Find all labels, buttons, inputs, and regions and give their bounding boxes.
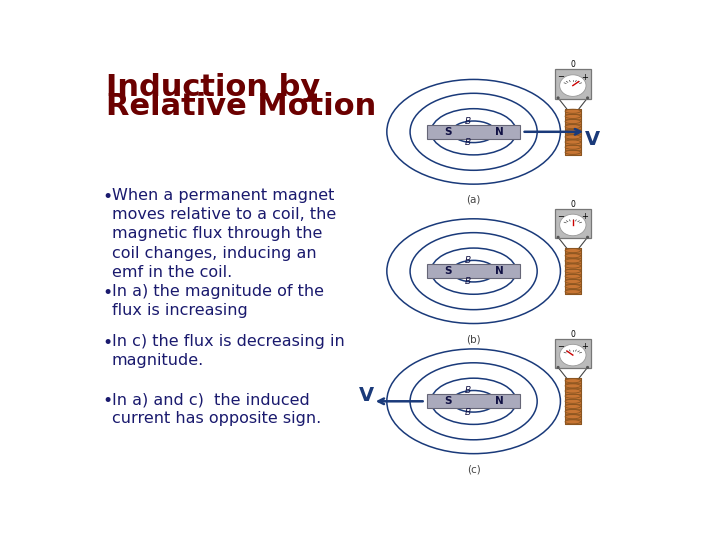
Ellipse shape bbox=[565, 384, 580, 388]
Ellipse shape bbox=[559, 214, 586, 236]
Text: 0: 0 bbox=[570, 60, 575, 70]
FancyBboxPatch shape bbox=[427, 394, 520, 408]
Text: B: B bbox=[464, 256, 470, 265]
Ellipse shape bbox=[565, 150, 580, 154]
Ellipse shape bbox=[565, 259, 580, 263]
Ellipse shape bbox=[565, 119, 580, 124]
Ellipse shape bbox=[565, 264, 580, 268]
Ellipse shape bbox=[565, 135, 580, 139]
FancyBboxPatch shape bbox=[427, 264, 520, 278]
Text: In a) the magnitude of the
flux is increasing: In a) the magnitude of the flux is incre… bbox=[112, 284, 324, 319]
Text: +: + bbox=[582, 342, 588, 351]
Text: •: • bbox=[102, 284, 112, 302]
Text: When a permanent magnet
moves relative to a coil, the
magnetic flux through the
: When a permanent magnet moves relative t… bbox=[112, 188, 336, 280]
Circle shape bbox=[557, 236, 559, 239]
Ellipse shape bbox=[565, 285, 580, 288]
Ellipse shape bbox=[565, 145, 580, 149]
Text: N: N bbox=[495, 127, 503, 137]
Text: B: B bbox=[464, 278, 470, 286]
Ellipse shape bbox=[565, 109, 580, 113]
Ellipse shape bbox=[565, 389, 580, 393]
FancyBboxPatch shape bbox=[565, 248, 580, 294]
Text: B: B bbox=[464, 386, 470, 395]
Ellipse shape bbox=[565, 415, 580, 419]
Text: −: − bbox=[557, 212, 564, 221]
Ellipse shape bbox=[565, 254, 580, 258]
Ellipse shape bbox=[565, 394, 580, 398]
Ellipse shape bbox=[565, 274, 580, 278]
Text: •: • bbox=[102, 392, 112, 410]
Text: 0: 0 bbox=[570, 200, 575, 209]
Text: N: N bbox=[495, 396, 503, 406]
Circle shape bbox=[557, 366, 559, 369]
FancyBboxPatch shape bbox=[565, 378, 580, 424]
Text: V: V bbox=[359, 386, 374, 404]
Ellipse shape bbox=[565, 399, 580, 403]
Circle shape bbox=[586, 366, 589, 369]
Circle shape bbox=[586, 96, 589, 99]
Text: (a): (a) bbox=[467, 195, 481, 205]
Ellipse shape bbox=[565, 248, 580, 253]
Ellipse shape bbox=[565, 409, 580, 414]
Ellipse shape bbox=[565, 420, 580, 424]
Ellipse shape bbox=[565, 269, 580, 273]
Text: (b): (b) bbox=[467, 334, 481, 345]
Ellipse shape bbox=[565, 279, 580, 284]
Text: −: − bbox=[557, 342, 564, 351]
Text: In c) the flux is decreasing in
magnitude.: In c) the flux is decreasing in magnitud… bbox=[112, 334, 344, 368]
FancyBboxPatch shape bbox=[555, 339, 590, 368]
Text: B: B bbox=[464, 138, 470, 147]
FancyBboxPatch shape bbox=[555, 70, 590, 99]
Circle shape bbox=[557, 96, 559, 99]
Text: Relative Motion: Relative Motion bbox=[106, 92, 376, 121]
Text: B: B bbox=[464, 408, 470, 416]
Ellipse shape bbox=[559, 75, 586, 96]
Ellipse shape bbox=[565, 114, 580, 118]
Text: S: S bbox=[444, 127, 452, 137]
Text: •: • bbox=[102, 188, 112, 206]
Text: V: V bbox=[585, 130, 600, 149]
FancyBboxPatch shape bbox=[555, 209, 590, 238]
Circle shape bbox=[586, 236, 589, 239]
Ellipse shape bbox=[565, 125, 580, 129]
Text: (c): (c) bbox=[467, 464, 480, 475]
Text: B: B bbox=[464, 117, 470, 125]
Text: •: • bbox=[102, 334, 112, 352]
Text: S: S bbox=[444, 396, 452, 406]
Ellipse shape bbox=[565, 404, 580, 408]
Text: S: S bbox=[444, 266, 452, 276]
Ellipse shape bbox=[565, 130, 580, 134]
Text: N: N bbox=[495, 266, 503, 276]
Ellipse shape bbox=[565, 379, 580, 383]
Ellipse shape bbox=[565, 289, 580, 294]
Text: Induction by: Induction by bbox=[106, 72, 320, 102]
FancyBboxPatch shape bbox=[565, 109, 580, 155]
Text: In a) and c)  the induced
current has opposite sign.: In a) and c) the induced current has opp… bbox=[112, 392, 321, 426]
Text: +: + bbox=[582, 212, 588, 221]
Ellipse shape bbox=[565, 140, 580, 144]
Ellipse shape bbox=[559, 345, 586, 366]
Text: +: + bbox=[582, 72, 588, 82]
Text: 0: 0 bbox=[570, 330, 575, 339]
Text: −: − bbox=[557, 72, 564, 82]
FancyBboxPatch shape bbox=[427, 125, 520, 139]
